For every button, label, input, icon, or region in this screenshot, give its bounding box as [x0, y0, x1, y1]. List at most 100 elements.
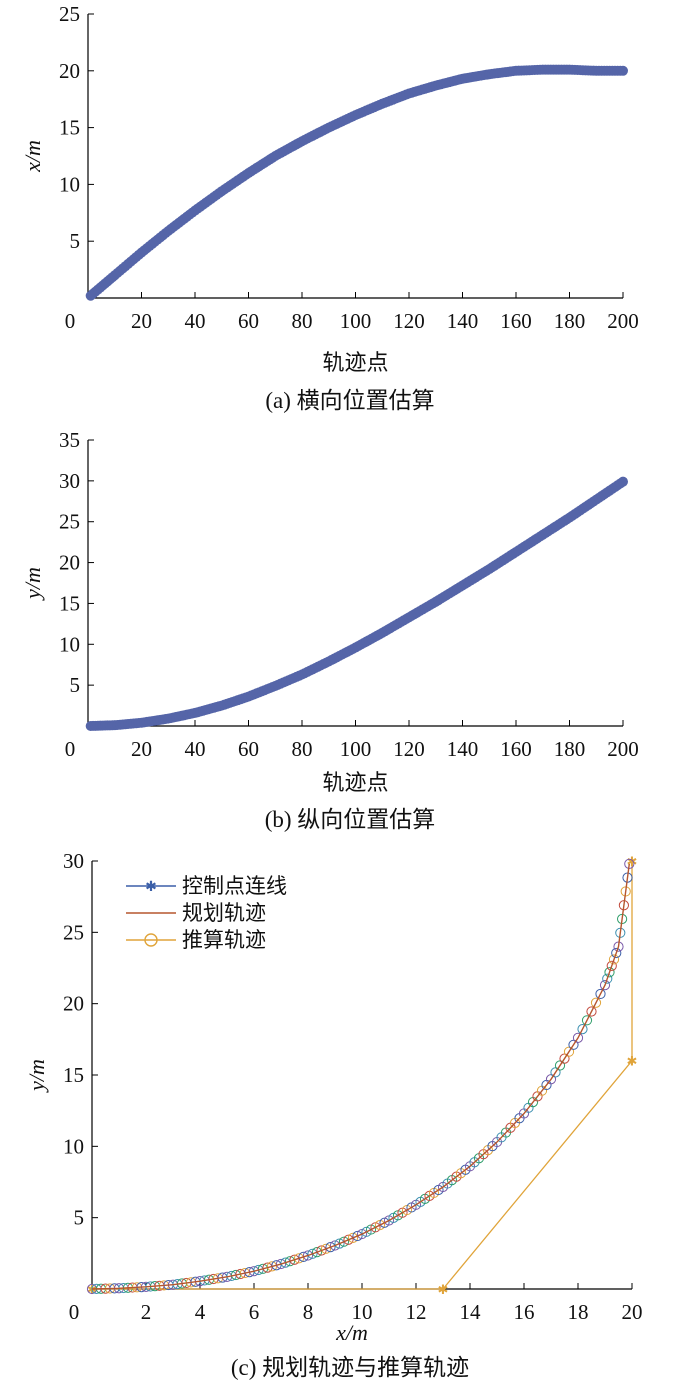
x-tick-label: 40 [185, 737, 206, 761]
legend-label: 控制点连线 [182, 874, 287, 898]
trajectory-circle [611, 947, 622, 959]
y-tick-label: 15 [59, 116, 80, 140]
x-tick-label: 120 [393, 309, 425, 333]
y-tick-label: 10 [63, 1134, 84, 1158]
trajectory-circle [329, 1240, 341, 1251]
x-tick-label: 6 [249, 1300, 260, 1324]
trajectory-circle [302, 1250, 314, 1261]
trajectory-circle [338, 1236, 350, 1247]
trajectory-circle [320, 1243, 332, 1254]
trajectory-circle [325, 1242, 336, 1253]
x-tick-label: 140 [447, 737, 479, 761]
y-tick-label: 15 [63, 1063, 84, 1087]
trajectory-circle [595, 988, 606, 1000]
figure-caption: (a) 横向位置估算 [265, 388, 434, 413]
data-point [618, 476, 628, 487]
y-tick-label: 10 [59, 172, 80, 196]
y-tick-label: 20 [63, 992, 84, 1016]
legend-star-marker: ✱ [145, 880, 157, 895]
x-tick-label: 120 [393, 737, 425, 761]
planned-trajectory-line [91, 863, 630, 1290]
x-tick-label: 18 [568, 1300, 589, 1324]
trajectory-circle [602, 973, 613, 984]
trajectory-circle [604, 967, 615, 978]
x-tick-label: 40 [185, 309, 206, 333]
x-tick-label: 60 [238, 737, 259, 761]
x-tick-label: 80 [292, 309, 313, 333]
y-tick-label: 15 [59, 591, 80, 615]
x-tick-label: 160 [500, 309, 532, 333]
chart-b: 0 20 40 60 80 100 120 140 160 180 200 5 10 15 20 25 30 35… [20, 428, 639, 832]
control-point-marker: ✱ [627, 854, 638, 869]
x-tick-label: 2 [141, 1300, 152, 1324]
x-tick-label: 80 [292, 737, 313, 761]
x-tick-label: 12 [406, 1300, 427, 1324]
x-tick-label: 100 [340, 309, 372, 333]
x-tick-label: 100 [340, 737, 372, 761]
trajectory-circle [608, 954, 620, 965]
x-tick-label: 0 [65, 309, 76, 333]
x-axis-title: 轨迹点 [322, 350, 388, 375]
x-tick-label: 20 [622, 1300, 643, 1324]
legend-label: 规划轨迹 [182, 901, 266, 925]
control-line [92, 861, 633, 1290]
y-tick-label: 25 [59, 510, 80, 534]
y-axis-title: y/m [24, 1059, 49, 1093]
trajectory-circle [293, 1253, 305, 1264]
y-tick-label: 20 [59, 59, 80, 83]
trajectory-circle [599, 980, 611, 991]
x-tick-label: 140 [447, 309, 479, 333]
y-tick-label: 5 [70, 673, 81, 697]
control-point-marker: ✱ [627, 1054, 638, 1069]
trajectory-circle [284, 1256, 296, 1267]
chart-a: 0 20 40 60 80 100 120 140 160 180 200 5 10 15 20 25 轨迹点 x… [20, 2, 639, 413]
x-tick-label: 16 [514, 1300, 535, 1324]
x-tick-label: 0 [69, 1300, 80, 1324]
trajectory-circle [581, 1015, 593, 1026]
trajectory-circle [271, 1260, 282, 1271]
figure-caption: (b) 纵向位置估算 [265, 807, 436, 832]
x-tick-label: 8 [303, 1300, 314, 1324]
trajectory-circle [289, 1254, 300, 1265]
data-point [618, 65, 628, 76]
trajectory-circle [347, 1232, 359, 1243]
y-tick-label: 35 [59, 428, 80, 452]
trajectory-circle [316, 1245, 327, 1256]
y-tick-label: 30 [63, 849, 84, 873]
x-tick-label: 60 [238, 309, 259, 333]
x-tick-label: 20 [131, 737, 152, 761]
x-tick-label: 0 [65, 737, 76, 761]
y-tick-label: 5 [74, 1206, 85, 1230]
y-tick-label: 5 [70, 229, 81, 253]
y-tick-label: 10 [59, 632, 80, 656]
trajectory-circle [352, 1230, 363, 1242]
legend-label: 推算轨迹 [182, 928, 266, 952]
trajectory-circle [606, 960, 617, 971]
chart-c: 0 2 4 6 8 10 12 14 16 18 20 5 10 15 20 25 30 x/m y/m (c) 规划… [24, 849, 643, 1380]
trajectory-circle [280, 1257, 291, 1268]
trajectory-circle [334, 1238, 345, 1249]
figure-caption: (c) 规划轨迹与推算轨迹 [231, 1355, 469, 1380]
y-tick-label: 30 [59, 469, 80, 493]
x-tick-label: 180 [554, 309, 586, 333]
trajectory-circle [275, 1258, 287, 1270]
trajectory-circle [343, 1234, 354, 1245]
x-tick-label: 180 [554, 737, 586, 761]
x-tick-label: 200 [607, 737, 639, 761]
y-axis-title: x/m [20, 140, 45, 173]
trajectory-circle [298, 1251, 309, 1263]
control-point-marker: ✱ [438, 1282, 449, 1297]
y-tick-label: 25 [59, 2, 80, 26]
x-tick-label: 14 [460, 1300, 482, 1324]
y-tick-label: 20 [59, 551, 80, 575]
trajectory-circle [586, 1006, 597, 1017]
trajectory-circle [311, 1247, 323, 1258]
trajectory-circle [577, 1024, 588, 1035]
trajectory-circle [572, 1032, 584, 1044]
x-tick-label: 10 [352, 1300, 373, 1324]
legend-circle-marker [144, 933, 158, 947]
x-tick-label: 160 [500, 737, 532, 761]
trajectory-circle [590, 997, 602, 1008]
